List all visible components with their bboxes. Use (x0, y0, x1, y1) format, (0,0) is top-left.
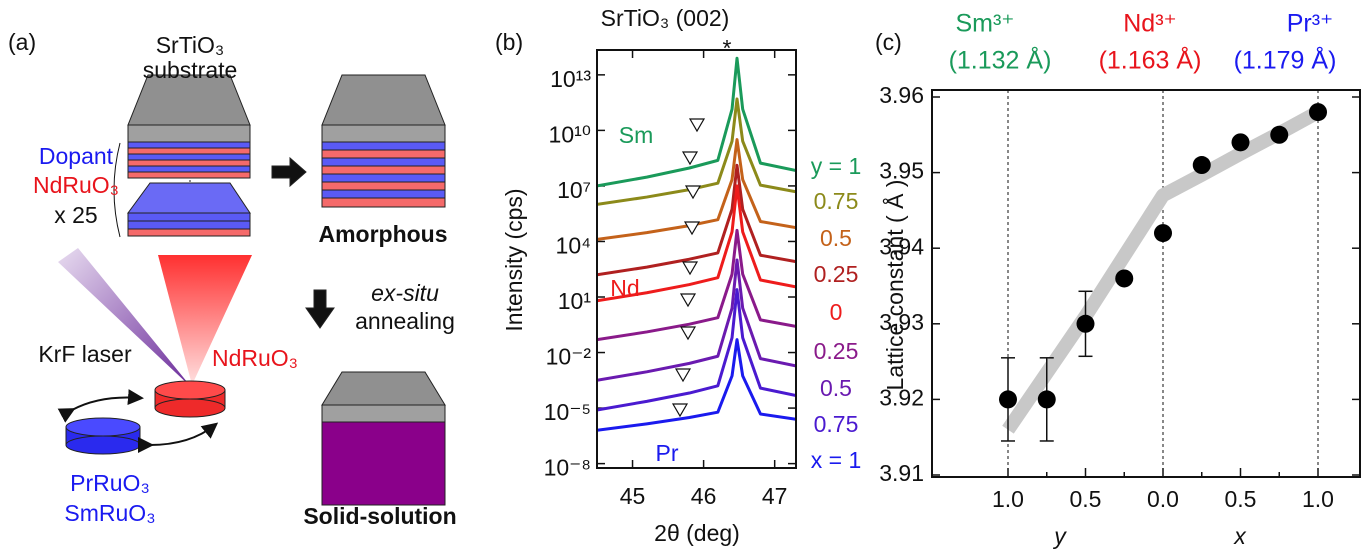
anneal-word: annealing (355, 308, 455, 334)
x-tick-label: 0.5 (1225, 486, 1257, 512)
panel-label: (a) (8, 29, 36, 55)
peak-marker (671, 403, 689, 418)
peak-marker (684, 185, 702, 200)
dopant-label: Dopant (39, 143, 114, 169)
annotation: * (723, 35, 732, 61)
series-label: 0.75 (814, 411, 859, 437)
intensity-curve (597, 228, 796, 342)
data-point (1115, 269, 1134, 288)
y-tick-label: 3.95 (879, 158, 924, 184)
annotation: Pr (656, 440, 679, 466)
plot-frame (931, 89, 1361, 478)
peak-marker (683, 221, 701, 236)
target-nd: NdRuO₃ (212, 345, 298, 371)
data-point (1076, 314, 1095, 333)
panel-label: (c) (875, 29, 902, 55)
target-sm: SmRuO₃ (64, 500, 155, 526)
x-tick-label: 1.0 (992, 486, 1024, 512)
y-axis-label: Lattice constant ( Å ) (881, 180, 908, 391)
amorphous-label: Amorphous (318, 221, 447, 247)
y-tick-label: 10⁻² (546, 344, 592, 370)
data-point (1231, 133, 1250, 152)
series-label: 0 (830, 299, 843, 325)
substrate-formula: SrTiO₃ (156, 32, 225, 58)
series-label: 0.25 (814, 261, 859, 287)
data-point (1270, 125, 1289, 144)
peak-marker (688, 118, 706, 133)
peak-marker (681, 151, 699, 166)
y-tick-label: 3.96 (879, 82, 924, 108)
annotation: Sm (619, 122, 654, 148)
panel-label: (b) (495, 29, 523, 55)
series-label: 0.25 (814, 338, 859, 364)
ion-name: Nd³⁺ (1123, 10, 1176, 38)
intensity-curve (597, 288, 796, 412)
y-tick-label: 10⁻⁵ (544, 399, 591, 425)
solid-solution-label: Solid-solution (303, 503, 456, 529)
peak-marker (674, 368, 692, 383)
series-label: 0.5 (820, 375, 852, 401)
ion-radius: (1.132 Å) (949, 45, 1052, 75)
x-tick-label: 0.0 (1147, 486, 1179, 512)
panel-a-text: (a) SrTiO₃ substrate Dopant NdRuO₃ x 25 … (8, 29, 457, 529)
data-point (999, 390, 1017, 409)
intensity-curve (597, 338, 796, 432)
x-axis-label: x (1233, 523, 1247, 549)
series-label: 0.5 (820, 225, 852, 251)
panel-a-drawing (57, 74, 446, 506)
y-axis-label: Intensity (cps) (501, 188, 527, 331)
ion-name: Pr³⁺ (1287, 10, 1334, 38)
x-axis-label: 2θ (deg) (654, 520, 740, 546)
series-label: y = 1 (811, 153, 862, 179)
x-tick-label: 0.5 (1070, 486, 1102, 512)
series-label: 0.75 (814, 188, 859, 214)
data-point (1309, 103, 1327, 122)
y-tick-label: 10⁴ (556, 233, 591, 259)
y-tick-label: 10⁻⁸ (544, 455, 591, 481)
annotation: Nd (610, 275, 639, 301)
intensity-curve (597, 258, 796, 382)
y-tick-label: 3.93 (879, 309, 924, 335)
series-label: x = 1 (811, 447, 862, 473)
trend-band (1002, 105, 1322, 434)
intensity-curve (597, 97, 796, 206)
y-tick-label: 3.94 (879, 233, 924, 259)
plot-frame (596, 49, 797, 469)
intensity-curve (597, 56, 796, 188)
y-tick-label: 3.91 (879, 460, 924, 486)
peak-marker (681, 261, 699, 276)
ion-radius: (1.179 Å) (1234, 45, 1337, 75)
intensity-curve (597, 163, 796, 277)
y-tick-label: 10¹⁰ (549, 121, 591, 147)
y-tick-label: 10⁷ (557, 177, 591, 203)
x-axis-label: y (1052, 523, 1067, 549)
ion-name: Sm³⁺ (955, 10, 1014, 38)
x-tick-label: 1.0 (1302, 486, 1334, 512)
host-label: NdRuO₃ (33, 172, 119, 198)
laser-label: KrF laser (38, 341, 132, 367)
repeat-label: x 25 (54, 202, 97, 228)
y-tick-label: 10¹ (558, 288, 592, 314)
intensity-curve (597, 138, 796, 241)
y-tick-label: 10¹³ (550, 66, 591, 92)
peak-marker (679, 326, 697, 341)
intensity-curve (597, 184, 796, 303)
ion-radius: (1.163 Å) (1099, 45, 1202, 75)
data-point (1192, 156, 1211, 175)
data-point (1154, 224, 1172, 243)
x-tick-label: 45 (620, 483, 646, 509)
substrate-word: substrate (143, 57, 238, 83)
x-tick-label: 46 (691, 483, 717, 509)
peak-marker (679, 293, 697, 308)
x-tick-label: 47 (762, 483, 788, 509)
anneal-mode: ex-situ (371, 280, 439, 306)
data-point (1037, 390, 1056, 409)
chart-title: SrTiO₃ (002) (601, 5, 730, 31)
target-pr: PrRuO₃ (70, 470, 150, 496)
y-tick-label: 3.92 (879, 384, 924, 410)
